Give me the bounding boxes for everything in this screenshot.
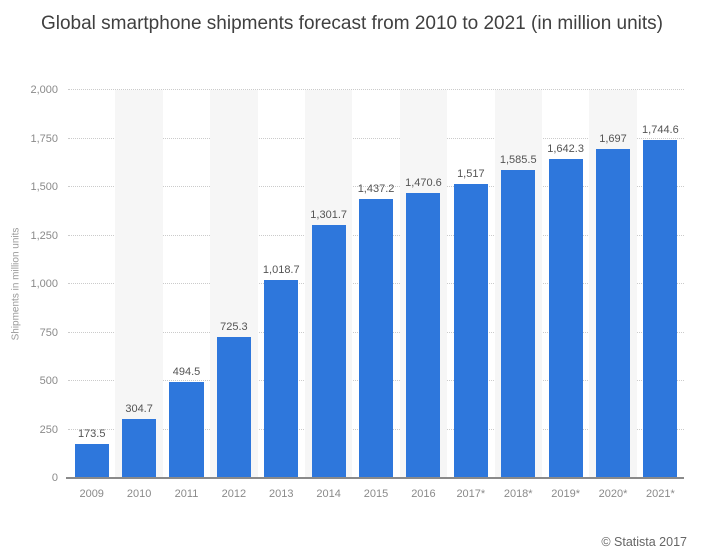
y-axis-tick-label: 1,000 [30,278,58,290]
x-axis-tick-label: 2021* [646,488,675,500]
bar[interactable] [453,183,488,478]
gridline [68,186,684,187]
y-axis-tick-label: 250 [39,423,58,436]
bar[interactable] [548,159,583,478]
bar[interactable] [406,192,441,478]
bar[interactable] [74,444,109,478]
bar-value-label: 1,470.6 [405,176,442,189]
bar-value-label: 1,301.7 [310,209,347,222]
bar-value-label: 1,437.2 [357,183,395,196]
bar[interactable] [501,170,536,478]
x-axis-tick-label: 2013 [269,488,294,500]
y-axis-tick-label: 750 [39,326,58,339]
bar-value-label: 304.7 [125,402,153,415]
bar[interactable] [216,337,251,478]
y-axis-tick-label: 1,750 [30,132,58,145]
category-column: 1,517 2017* [447,90,494,500]
category-column: 1,301.7 2014 [304,90,353,500]
bar-value-label: 1,585.5 [499,154,537,167]
bar-value-label: 1,642.3 [547,143,584,156]
gridline [68,137,684,139]
bar[interactable] [643,139,678,478]
y-axis-tick-label: 1,250 [30,229,58,242]
category-column: 1,697 2020* [589,90,637,500]
x-axis-tick-label: 2018* [503,488,533,500]
x-axis-tick-label: 2017* [456,488,486,500]
bar-value-label: 1,697 [599,132,627,145]
x-axis-tick-label: 2020* [598,488,628,500]
x-axis-tick-label: 2012 [221,488,247,500]
category-column: 1,642.3 2019* [542,90,589,500]
category-column: 1,585.5 2018* [494,90,542,500]
x-axis-tick-label: 2010 [126,488,152,500]
x-axis-line [66,477,684,479]
bar[interactable] [122,418,157,478]
x-axis-tick-label: 2011 [174,488,199,500]
chart-title: Global smartphone shipments forecast fro… [40,13,664,34]
bar[interactable] [169,382,204,478]
bar[interactable] [358,199,394,478]
category-column: 725.3 2012 [210,90,258,500]
bar[interactable] [595,148,631,478]
copyright-label: © Statista 2017 [601,535,687,549]
category-column: 1,437.2 2015 [352,90,399,500]
category-column: 1,470.6 2016 [399,90,448,500]
y-axis-tick-label: 2,000 [30,84,58,96]
category-column: 494.5 2011 [163,90,210,500]
y-axis-title: Shipments in million units [10,227,22,341]
y-axis-tick-label: 0 [51,472,58,484]
category-column: 173.5 2009 [68,90,115,500]
x-axis-tick-label: 2014 [316,488,341,500]
y-axis-tick-label: 500 [39,375,58,387]
bar-value-label: 1,018.7 [262,264,300,277]
category-column: 1,744.6 2021* [637,90,684,500]
bar-value-label: 1,744.6 [642,123,679,136]
bar-value-label: 725.3 [220,321,248,334]
x-axis-tick-label: 2009 [79,488,104,500]
bar-value-label: 494.5 [172,366,201,379]
bar[interactable] [311,225,346,478]
gridline [68,89,684,90]
y-axis-tick-label: 1,500 [30,181,58,193]
plot-area: 0 250 500 750 1,000 1,250 1,500 1,750 2,000 173.… [30,84,684,500]
x-axis-tick-label: 2016 [411,488,436,500]
bar-value-label: 173.5 [77,428,106,441]
bars-container: 173.5 2009 304.7 2010 494.5 2011 725.3 2012 1,01… [68,90,684,500]
category-column: 1,018.7 2013 [258,90,305,500]
category-column: 304.7 2010 [115,90,163,500]
bar[interactable] [264,280,299,478]
x-axis-tick-label: 2015 [363,488,389,500]
bar-value-label: 1,517 [457,167,485,180]
x-axis-tick-label: 2019* [551,488,580,500]
